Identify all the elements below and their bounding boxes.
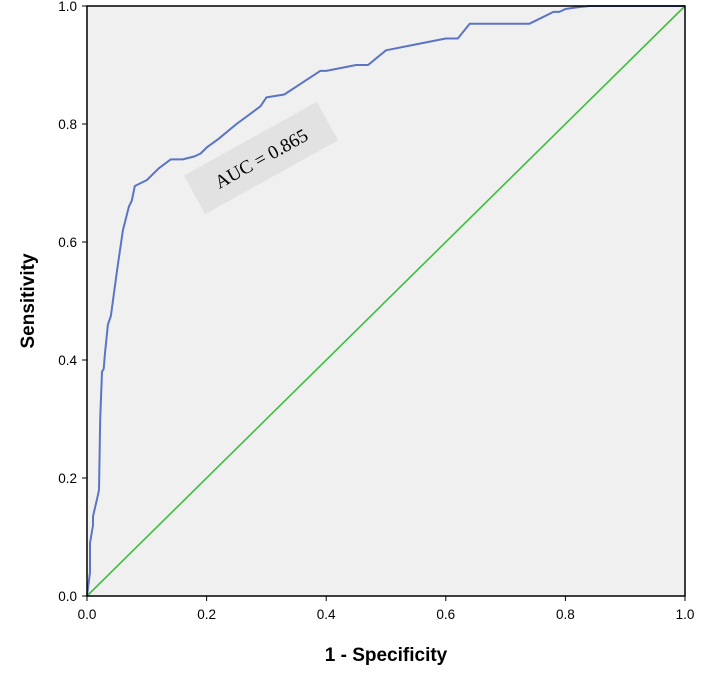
x-axis: 0.0 0.2 0.4 0.6 0.8 1.0 bbox=[78, 596, 695, 622]
x-tick-label: 0.2 bbox=[197, 607, 216, 622]
y-tick-label: 0.0 bbox=[58, 589, 77, 604]
plot-frame bbox=[86, 5, 686, 597]
y-axis: 0.0 0.2 0.4 0.6 0.8 1.0 bbox=[58, 0, 87, 604]
x-tick-label: 0.4 bbox=[317, 607, 336, 622]
y-tick-label: 1.0 bbox=[58, 0, 77, 14]
roc-curve bbox=[86, 5, 685, 597]
x-tick-label: 0.8 bbox=[556, 607, 575, 622]
reference-line bbox=[86, 5, 686, 597]
y-axis-title: Sensitivity bbox=[18, 253, 39, 348]
x-tick-label: 1.0 bbox=[676, 607, 695, 622]
x-tick-label: 0.0 bbox=[78, 607, 97, 622]
annotation-box bbox=[183, 101, 339, 215]
y-tick-label: 0.6 bbox=[58, 235, 77, 250]
y-tick-label: 0.8 bbox=[58, 117, 77, 132]
x-axis-title: 1 - Specificity bbox=[325, 645, 448, 666]
y-tick-label: 0.2 bbox=[58, 471, 77, 486]
y-tick-label: 0.4 bbox=[58, 353, 77, 368]
x-tick-label: 0.6 bbox=[436, 607, 455, 622]
